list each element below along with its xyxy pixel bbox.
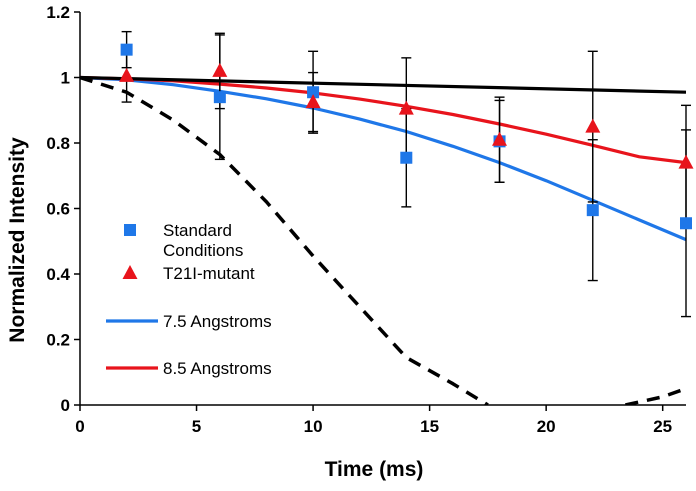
square-marker — [307, 86, 320, 99]
x-tick-label: 10 — [304, 417, 323, 436]
legend-label: Standard — [163, 221, 232, 240]
x-tick-label: 15 — [420, 417, 439, 436]
x-tick-label: 5 — [192, 417, 201, 436]
x-tick-label: 25 — [653, 417, 672, 436]
legend-square-symbol — [124, 224, 136, 236]
legend-label: Conditions — [163, 241, 243, 260]
y-tick-label: 1 — [61, 69, 70, 88]
y-tick-label: 0.2 — [46, 331, 70, 350]
y-axis-title: Normalized Intensity — [6, 137, 29, 343]
x-axis-title: Time (ms) — [325, 458, 424, 481]
dashed-curve — [80, 75, 489, 405]
square-marker — [400, 151, 413, 164]
triangle-marker — [305, 94, 321, 109]
legend-label: T21I-mutant — [163, 264, 255, 283]
triangle-marker — [212, 62, 228, 77]
legend-label: 7.5 Angstroms — [163, 312, 272, 331]
square-marker — [586, 204, 599, 217]
x-tick-label: 20 — [537, 417, 556, 436]
y-tick-label: 0.4 — [46, 265, 70, 284]
triangle-marker — [119, 67, 135, 82]
triangle-marker — [492, 131, 507, 146]
series-line-7-5-angstroms — [80, 75, 686, 242]
y-tick-label: 0.6 — [46, 200, 70, 219]
y-tick-label: 1.2 — [46, 3, 70, 22]
y-tick-label: 0 — [61, 396, 70, 415]
legend-triangle-symbol — [122, 265, 138, 279]
legend-label: 8.5 Angstroms — [163, 359, 272, 378]
fit-curves — [80, 75, 686, 405]
black-reference-line — [80, 75, 686, 94]
dashed-curve — [625, 386, 686, 405]
square-marker — [120, 43, 133, 56]
data-markers — [119, 43, 694, 230]
x-tick-label: 0 — [75, 417, 84, 436]
triangle-marker — [585, 118, 601, 133]
square-marker — [680, 217, 692, 230]
triangle-marker — [678, 154, 694, 169]
triangle-marker — [398, 100, 414, 115]
square-marker — [213, 91, 226, 104]
y-tick-label: 0.8 — [46, 134, 70, 153]
axes: 0 0.2 0.4 0.6 0.8 1 1.2 0 5 10 15 20 25 — [46, 3, 686, 436]
